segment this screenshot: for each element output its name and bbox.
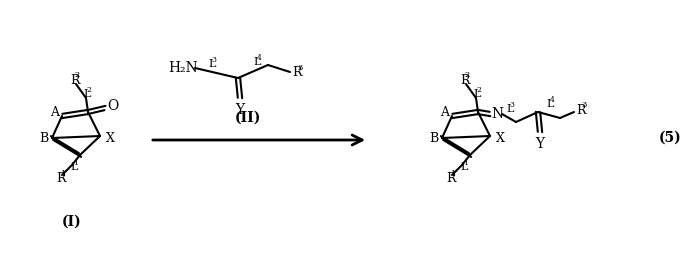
Text: 1: 1 (73, 159, 78, 167)
Text: 2: 2 (75, 71, 80, 79)
Text: L: L (546, 99, 554, 109)
Text: 3: 3 (510, 101, 514, 109)
Text: X: X (106, 132, 115, 144)
Text: O: O (108, 99, 119, 113)
Text: R: R (460, 73, 470, 87)
Text: N: N (491, 107, 503, 121)
Text: 3: 3 (581, 101, 586, 109)
Text: R: R (446, 173, 456, 186)
Text: 2: 2 (87, 86, 92, 94)
Text: R: R (576, 103, 586, 116)
Text: L: L (253, 57, 260, 67)
Text: H₂N: H₂N (168, 61, 198, 75)
Text: 3: 3 (297, 64, 303, 72)
Text: A: A (50, 105, 59, 119)
Text: L: L (70, 162, 78, 172)
Text: X: X (496, 132, 505, 144)
Text: 4: 4 (257, 54, 261, 62)
Text: R: R (70, 73, 80, 87)
Text: L: L (460, 162, 468, 172)
Text: Y: Y (236, 103, 245, 117)
Text: 2: 2 (465, 71, 470, 79)
Text: L: L (473, 89, 480, 99)
Text: A: A (440, 105, 449, 119)
Text: 1: 1 (61, 170, 66, 178)
Text: (5): (5) (658, 131, 682, 145)
Text: (II): (II) (235, 111, 261, 125)
Text: 1: 1 (451, 170, 456, 178)
Text: R: R (56, 173, 66, 186)
Text: 3: 3 (212, 56, 217, 63)
Text: B: B (429, 132, 439, 144)
Text: 2: 2 (477, 86, 482, 94)
Text: Y: Y (535, 137, 545, 151)
Text: L: L (506, 104, 513, 114)
Text: R: R (292, 67, 301, 80)
Text: B: B (39, 132, 49, 144)
Text: 4: 4 (549, 95, 554, 104)
Text: 1: 1 (463, 159, 468, 167)
Text: L: L (208, 59, 215, 69)
Text: (I): (I) (62, 215, 82, 229)
Text: L: L (83, 89, 90, 99)
